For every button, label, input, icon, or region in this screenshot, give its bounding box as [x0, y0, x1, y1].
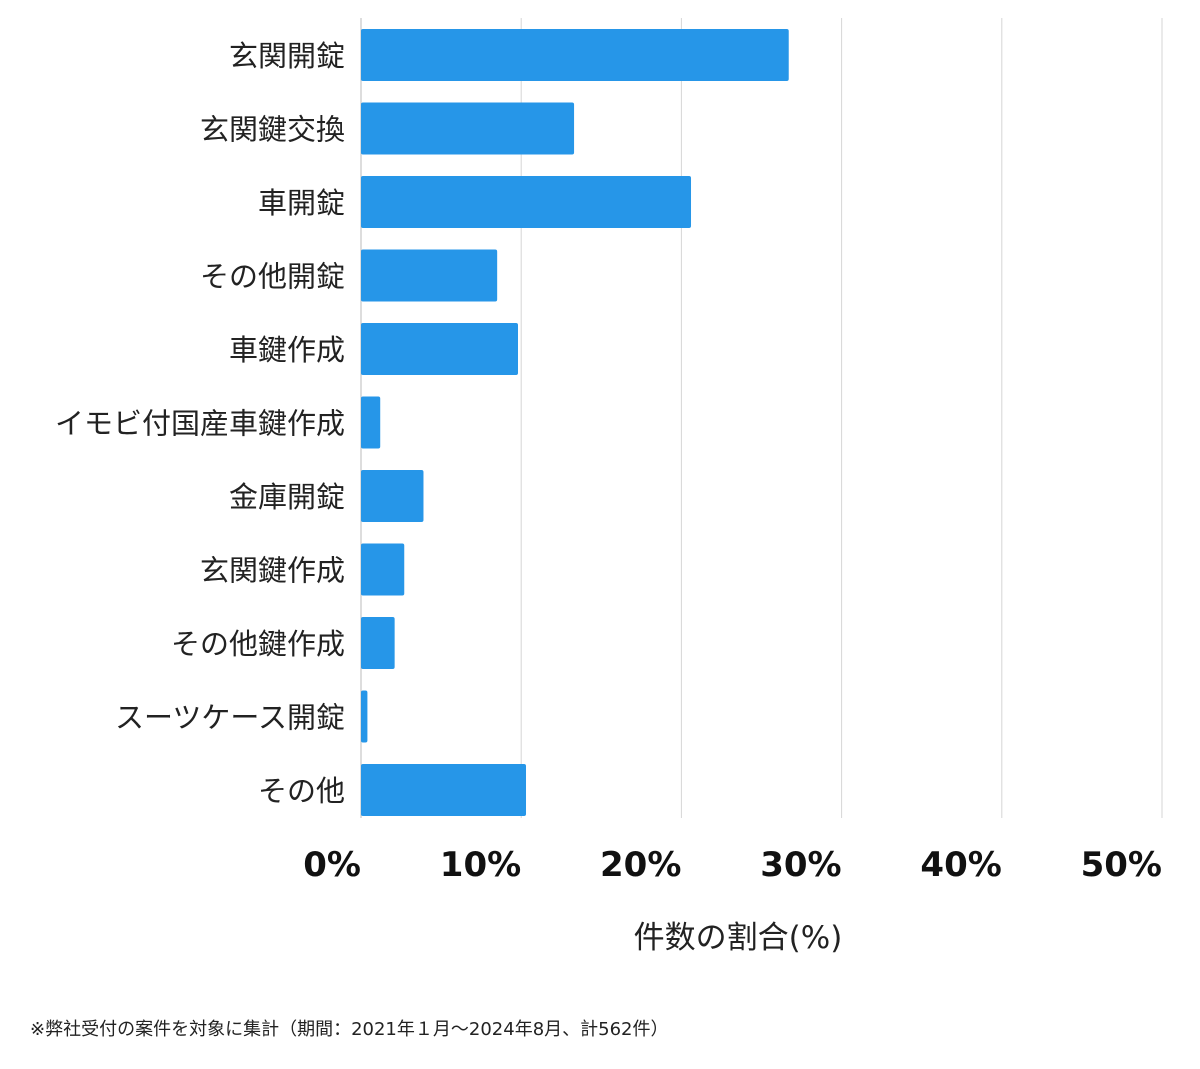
- bar: [361, 176, 692, 228]
- category-label: 玄関開錠: [229, 39, 345, 73]
- category-label: 車鍵作成: [229, 333, 345, 367]
- category-label: 金庫開錠: [229, 480, 345, 514]
- bar: [361, 764, 527, 816]
- bar: [361, 323, 518, 375]
- x-tick-label: 40%: [920, 845, 1001, 885]
- x-tick-label: 0%: [303, 845, 361, 885]
- category-label: イモビ付国産車鍵作成: [55, 407, 345, 441]
- category-label: スーツケース開錠: [115, 701, 345, 735]
- x-axis-title: 件数の割合(%): [634, 920, 843, 956]
- category-label: 玄関鍵作成: [200, 554, 345, 588]
- bar: [361, 470, 424, 522]
- bar: [361, 543, 405, 596]
- category-label: その他開錠: [200, 260, 345, 294]
- bar: [361, 690, 368, 743]
- bar: [361, 29, 789, 81]
- category-label: その他: [258, 774, 345, 808]
- category-label: 車開錠: [258, 186, 345, 220]
- bar: [361, 102, 575, 155]
- bar: [361, 617, 395, 669]
- footnote: ※弊社受付の案件を対象に集計（期間：2021年１月〜2024年8月、計562件）: [30, 1019, 669, 1040]
- x-tick-label: 20%: [600, 845, 681, 885]
- category-label: 玄関鍵交換: [200, 113, 345, 147]
- bar-chart: 0% 10% 20% 30% 40% 50% 玄関開錠玄関鍵交換車開錠その他開錠車鍵作成イモ…: [55, 18, 1163, 956]
- bar: [361, 249, 498, 302]
- x-tick-label: 30%: [760, 845, 841, 885]
- category-label: その他鍵作成: [171, 627, 345, 661]
- x-tick-label: 10%: [440, 845, 521, 885]
- bar: [361, 396, 381, 449]
- x-tick-label: 50%: [1081, 845, 1162, 885]
